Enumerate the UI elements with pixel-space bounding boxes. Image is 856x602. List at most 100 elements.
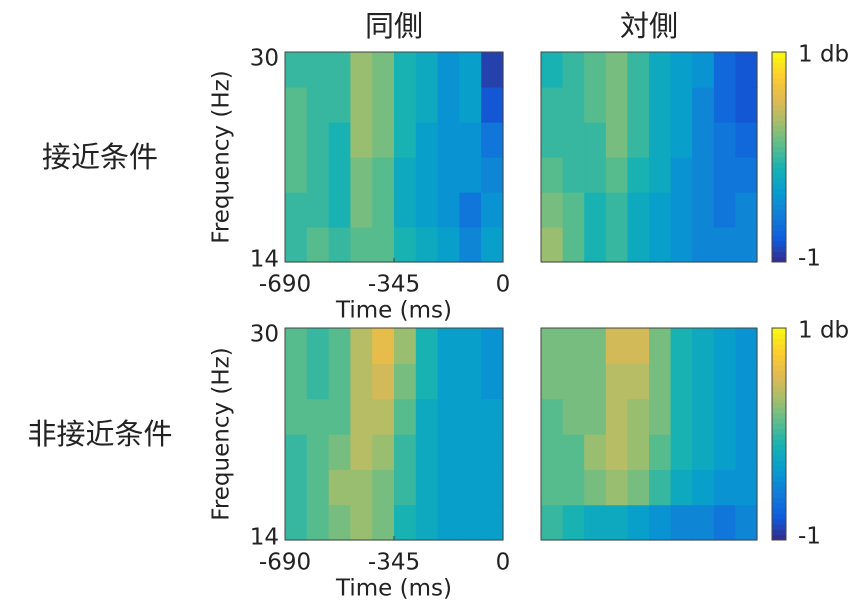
heatmap-cell — [735, 469, 758, 506]
heatmap-cell — [562, 122, 585, 158]
y-tick-label: 14 — [250, 525, 279, 551]
heatmap-cell — [605, 87, 628, 123]
colorbar-segment — [772, 343, 786, 350]
heatmap-cell — [437, 192, 460, 228]
colorbar-segment — [772, 333, 786, 340]
heatmap-cell — [649, 434, 672, 470]
colorbar-segment — [772, 513, 786, 520]
colorbar-segment — [772, 497, 786, 504]
x-tick-label: -690 — [259, 550, 311, 576]
heatmap-cell — [306, 398, 330, 435]
heatmap-cell — [627, 504, 650, 541]
colorbar-segment — [772, 120, 786, 126]
heatmap-cell — [713, 434, 736, 470]
colorbar-segment — [772, 204, 786, 210]
heatmap-cell — [415, 87, 439, 123]
colorbar-segment — [772, 524, 786, 530]
heatmap-cell — [605, 469, 628, 506]
heatmap-cell — [285, 122, 308, 158]
heatmap-cell — [285, 434, 308, 470]
colorbar-tick-label: -1 — [798, 246, 821, 272]
heatmap-cell — [584, 52, 607, 88]
colorbar-segment — [772, 534, 786, 541]
heatmap-cell — [692, 398, 715, 435]
heatmap-cell — [372, 363, 395, 400]
y-tick-label: 30 — [250, 46, 279, 72]
heatmap-cell — [437, 227, 460, 263]
y-tick-label: 14 — [250, 247, 279, 273]
heatmap-cell — [459, 469, 482, 506]
heatmap-cell — [415, 192, 439, 228]
colorbar-segment — [772, 188, 786, 195]
colorbar-segment — [772, 94, 786, 100]
colorbar-segment — [772, 230, 786, 237]
heatmap-cell — [735, 52, 758, 88]
heatmap-cell — [670, 122, 693, 158]
heatmap-cell — [584, 363, 607, 400]
colorbar-segment — [772, 199, 786, 205]
heatmap-cell — [735, 434, 758, 470]
heatmap-cell — [372, 434, 395, 470]
heatmap-cell — [692, 192, 715, 228]
heatmap-cell — [328, 52, 351, 88]
colorbar-frame — [771, 51, 787, 263]
heatmap-cell — [372, 192, 395, 228]
heatmap-cell — [584, 192, 607, 228]
column-title: 同側 — [365, 9, 423, 43]
heatmap-cell — [328, 192, 351, 228]
row-label: 接近条件 — [42, 140, 158, 174]
y-axis-label: Frequency (Hz) — [209, 347, 235, 520]
heatmap-cell — [692, 122, 715, 158]
heatmap-cell — [649, 52, 672, 88]
heatmap-cell — [713, 469, 736, 506]
heatmap-cell — [285, 363, 308, 400]
colorbar-segment — [772, 518, 786, 525]
heatmap-cell — [562, 192, 585, 228]
heatmap-cell — [627, 469, 650, 506]
heatmap-cell — [372, 398, 395, 435]
colorbar-segment — [772, 460, 786, 467]
colorbar-segment — [772, 402, 786, 408]
heatmap-cell — [328, 328, 351, 364]
heatmap-cell — [627, 227, 650, 263]
heatmap-cell — [285, 227, 308, 263]
colorbar-segment — [772, 359, 786, 366]
heatmap-cell — [541, 227, 564, 263]
colorbar-segment — [772, 172, 786, 179]
heatmap-cell — [627, 192, 650, 228]
heatmap-cell — [541, 157, 564, 193]
heatmap-cell — [562, 157, 585, 193]
heatmap-cell — [541, 122, 564, 158]
colorbar-segment — [772, 439, 786, 446]
heatmap-cell — [692, 157, 715, 193]
heatmap-cell — [481, 157, 504, 193]
colorbar-segment — [772, 136, 786, 142]
heatmap-cell — [328, 227, 351, 263]
heatmap-cell — [306, 52, 330, 88]
heatmap-cell — [735, 328, 758, 364]
heatmap-cell — [649, 157, 672, 193]
heatmap-cell — [627, 328, 650, 364]
heatmap-cell — [394, 434, 417, 470]
heatmap-cell — [562, 398, 585, 435]
colorbar-segment — [772, 487, 786, 493]
heatmap-cell — [306, 469, 330, 506]
heatmap-cell — [649, 192, 672, 228]
heatmap-cell — [541, 469, 564, 506]
colorbar-segment — [772, 381, 786, 387]
heatmap-cell — [692, 52, 715, 88]
heatmap-cell — [437, 157, 460, 193]
colorbar-segment — [772, 146, 786, 153]
colorbar-segment — [772, 492, 786, 499]
colorbar-segment — [772, 407, 786, 414]
heatmap-cell — [459, 157, 482, 193]
heatmap-cell — [285, 398, 308, 435]
colorbar-segment — [772, 62, 786, 69]
colorbar-segment — [772, 220, 786, 226]
colorbar-segment — [772, 423, 786, 430]
heatmap-cell — [541, 363, 564, 400]
colorbar-segment — [772, 476, 786, 483]
heatmap-cell — [394, 227, 417, 263]
heatmap-cell — [541, 328, 564, 364]
